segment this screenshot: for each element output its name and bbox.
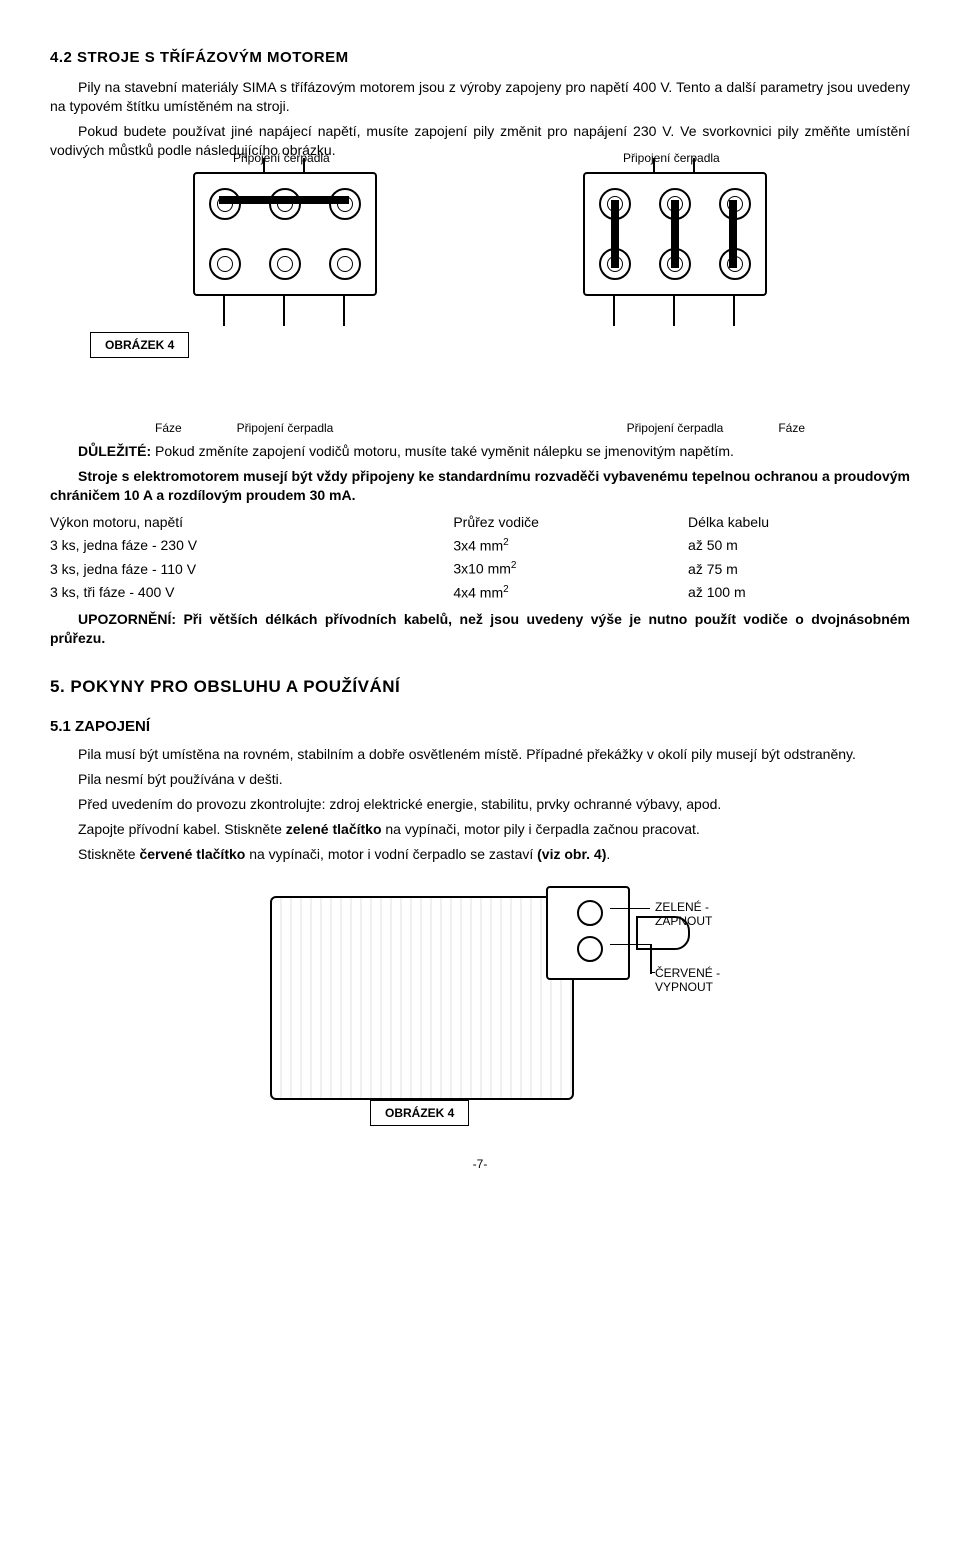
cable-table: Výkon motoru, napětí Průřez vodiče Délka…	[50, 511, 910, 605]
section-5-1-p1: Pila musí být umístěna na rovném, stabil…	[50, 745, 910, 764]
important-text: Pokud změníte zapojení vodičů motoru, mu…	[151, 443, 734, 459]
table-row: 3 ks, jedna fáze - 230 V 3x4 mm2 až 50 m	[50, 534, 910, 558]
diagram-label-top-left: Připojení čerpadla	[233, 150, 330, 166]
motor-warning: Stroje s elektromotorem musejí být vždy …	[50, 467, 910, 505]
important-prefix: DŮLEŽITÉ:	[78, 443, 151, 459]
motor-switchbox-icon	[546, 886, 630, 980]
figure-4-label-bottom: OBRÁZEK 4	[370, 1100, 469, 1126]
figure-4-label-top: OBRÁZEK 4	[90, 332, 189, 358]
upozorneni: UPOZORNĚNÍ: Při větších délkách přívodní…	[50, 610, 910, 648]
terminal-diagram: Připojení čerpadla Připojení čerpadla	[90, 172, 870, 296]
section-5-1-p3: Před uvedením do provozu zkontrolujte: z…	[50, 795, 910, 814]
cable-col1: Výkon motoru, napětí	[50, 511, 453, 534]
section-4-2-p1: Pily na stavební materiály SIMA s třífáz…	[50, 78, 910, 116]
terminal-block-right	[583, 172, 767, 296]
cable-col3: Délka kabelu	[688, 511, 910, 534]
diagram-label-bottom-left: Připojení čerpadla	[237, 421, 334, 435]
section-4-2-p2: Pokud budete používat jiné napájecí napě…	[50, 122, 910, 160]
motor-body-icon	[270, 896, 574, 1100]
terminal-block-left	[193, 172, 377, 296]
diagram-bottom-labels: Fáze Připojení čerpadla Připojení čerpad…	[90, 420, 870, 436]
section-5-1-heading: 5.1 ZAPOJENÍ	[50, 717, 910, 737]
page-number: -7-	[50, 1156, 910, 1172]
section-5-heading: 5. POKYNY PRO OBSLUHU A POUŽÍVÁNÍ	[50, 676, 910, 699]
important-note: DŮLEŽITÉ: Pokud změníte zapojení vodičů …	[50, 442, 910, 461]
red-callout: ČERVENÉ - VYPNOUT	[655, 966, 745, 995]
phase-label-left: Fáze	[155, 420, 182, 436]
green-button-icon	[577, 900, 603, 926]
section-5-1-p2: Pila nesmí být používána v dešti.	[50, 770, 910, 789]
table-header-row: Výkon motoru, napětí Průřez vodiče Délka…	[50, 511, 910, 534]
table-row: 3 ks, tři fáze - 400 V 4x4 mm2 až 100 m	[50, 581, 910, 605]
green-callout: ZELENÉ - ZAPNOUT	[655, 900, 745, 929]
table-row: 3 ks, jedna fáze - 110 V 3x10 mm2 až 75 …	[50, 557, 910, 581]
section-5-1-p4: Zapojte přívodní kabel. Stiskněte zelené…	[50, 820, 910, 839]
phase-label-right: Fáze	[778, 420, 805, 436]
motor-figure: ZELENÉ - ZAPNOUT ČERVENÉ - VYPNOUT OBRÁZ…	[50, 876, 910, 1126]
section-5-1-p5: Stiskněte červené tlačítko na vypínači, …	[50, 845, 910, 864]
diagram-label-top-right: Připojení čerpadla	[623, 150, 720, 166]
red-button-icon	[577, 936, 603, 962]
section-4-2-heading: 4.2 STROJE S TŘÍFÁZOVÝM MOTOREM	[50, 48, 910, 68]
cable-col2: Průřez vodiče	[453, 511, 688, 534]
diagram-label-bottom-right: Připojení čerpadla	[627, 421, 724, 435]
